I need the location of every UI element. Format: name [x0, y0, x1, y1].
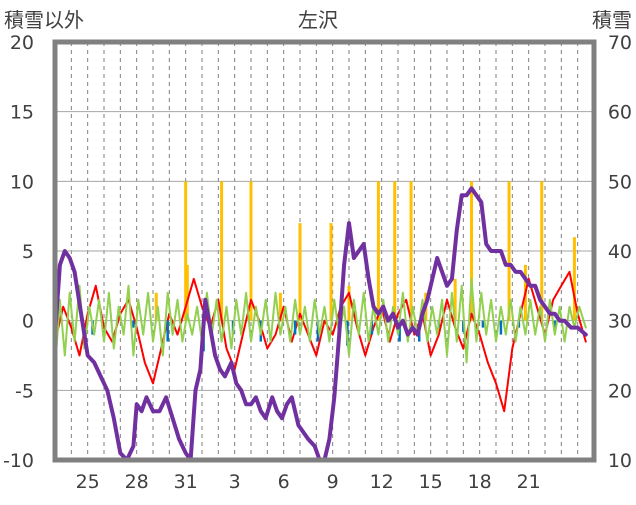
right-tick-label: 70 [608, 32, 632, 54]
x-tick-label: 31 [174, 471, 198, 493]
chart-title: 左沢 [298, 8, 338, 32]
left-tick-label: -5 [15, 380, 34, 402]
series-line-temperature [54, 270, 587, 413]
left-tick-label: 0 [22, 311, 34, 333]
plot-frame [52, 39, 597, 463]
left-tick-label: 10 [10, 171, 34, 193]
x-tick-label: 25 [76, 471, 100, 493]
left-tick-label: 5 [22, 241, 34, 263]
right-tick-label: 20 [608, 380, 632, 402]
x-tick-label: 18 [468, 471, 492, 493]
x-tick-label: 3 [229, 471, 241, 493]
left-axis-label: 積雪以外 [4, 8, 84, 32]
right-axis-label: 積雪 [592, 8, 632, 32]
right-tick-label: 50 [608, 171, 632, 193]
right-tick-label: 40 [608, 241, 632, 263]
left-tick-label: 15 [10, 102, 34, 124]
x-tick-label: 9 [327, 471, 339, 493]
left-tick-label: -10 [3, 450, 34, 472]
right-tick-label: 60 [608, 102, 632, 124]
series-line-wind [54, 277, 587, 371]
x-tick-label: 15 [419, 471, 443, 493]
x-tick-label: 12 [370, 471, 394, 493]
right-tick-label: 10 [608, 450, 632, 472]
right-tick-label: 30 [608, 311, 632, 333]
series-line-snow_depth [53, 186, 588, 462]
left-tick-label: 20 [10, 32, 34, 54]
x-tick-label: 21 [517, 471, 541, 493]
x-tick-label: 28 [125, 471, 149, 493]
x-tick-label: 6 [278, 471, 290, 493]
